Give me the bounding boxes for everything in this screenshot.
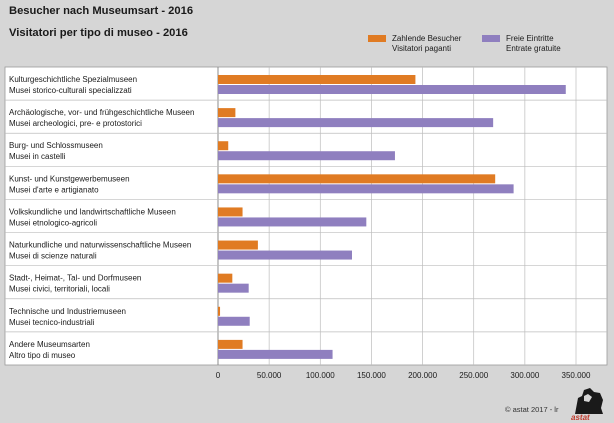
astat-logo-icon — [575, 388, 603, 414]
legend-swatch-free — [482, 35, 500, 42]
category-label-german: Kunst- und Kunstgewerbemuseen — [9, 174, 130, 183]
plot-area — [4, 66, 608, 366]
bar-paid-visitors — [218, 75, 416, 84]
legend-label: Entrate gratuite — [506, 44, 561, 53]
x-tick-label: 300.000 — [510, 371, 539, 380]
category-label-italian: Musei di scienze naturali — [9, 252, 97, 261]
x-tick-label: 150.000 — [357, 371, 386, 380]
bar-free-entries — [218, 151, 395, 161]
bar-free-entries — [218, 316, 250, 326]
category-label-german: Naturkundliche und naturwissenschaftlich… — [9, 241, 191, 250]
x-tick-label: 0 — [216, 371, 221, 380]
bar-paid-visitors — [218, 108, 236, 118]
copyright-footer: © astat 2017 - lr — [505, 405, 559, 414]
x-tick-label: 50.000 — [257, 371, 282, 380]
category-label-italian: Musei storico-culturali specializzati — [9, 86, 132, 95]
bar-free-entries — [218, 118, 494, 128]
chart-title-italian: Visitatori per tipo di museo - 2016 — [9, 27, 188, 39]
bar-paid-visitors — [218, 339, 243, 349]
category-label-italian: Musei civici, territoriali, locali — [9, 285, 110, 294]
bar-paid-visitors — [218, 273, 233, 283]
logo-text: astat — [571, 413, 590, 422]
bar-free-entries — [218, 217, 367, 227]
bar-free-entries — [218, 85, 566, 94]
x-axis-ticks: 0 50.000 100.000 150.000 200.000 250.000 300.0… — [216, 371, 591, 380]
category-label-german: Technische und Industriemuseen — [9, 307, 126, 316]
x-tick-label: 100.000 — [306, 371, 335, 380]
bar-free-entries — [218, 283, 249, 293]
category-labels: Kulturgeschichtliche Spezialmuseen Musei … — [9, 75, 194, 360]
category-label-italian: Musei etnologico-agricoli — [9, 218, 97, 227]
legend-label: Visitatori paganti — [392, 44, 451, 53]
chart-title-german: Besucher nach Museumsart - 2016 — [9, 5, 194, 17]
bars — [218, 75, 566, 359]
bar-free-entries — [218, 349, 333, 359]
x-tick-label: 200.000 — [408, 371, 437, 380]
category-label-italian: Musei in castelli — [9, 152, 66, 161]
bar-free-entries — [218, 184, 514, 194]
bar-paid-visitors — [218, 306, 221, 316]
category-label-german: Archäologische, vor- und frühgeschichtli… — [9, 108, 194, 117]
bar-paid-visitors — [218, 240, 258, 250]
legend-label: Freie Eintritte — [506, 34, 554, 43]
category-label-italian: Musei tecnico-industriali — [9, 318, 95, 327]
category-label-german: Andere Museumsarten — [9, 340, 90, 349]
category-label-italian: Altro tipo di museo — [9, 351, 76, 360]
category-label-german: Volkskundliche und landwirtschaftliche M… — [9, 207, 176, 216]
legend-swatch-paid — [368, 35, 386, 42]
legend-label: Zahlende Besucher — [392, 34, 462, 43]
category-label-german: Stadt-, Heimat-, Tal- und Dorfmuseen — [9, 274, 141, 283]
x-tick-label: 250.000 — [459, 371, 488, 380]
x-tick-label: 350.000 — [562, 371, 591, 380]
category-label-italian: Musei d'arte e artigianato — [9, 185, 99, 194]
category-label-german: Kulturgeschichtliche Spezialmuseen — [9, 75, 137, 84]
bar-paid-visitors — [218, 207, 243, 217]
bar-free-entries — [218, 250, 352, 260]
category-label-german: Burg- und Schlossmuseen — [9, 141, 103, 150]
category-label-italian: Musei archeologici, pre- e protostorici — [9, 119, 142, 128]
category-separators — [5, 99, 607, 333]
bar-paid-visitors — [218, 141, 229, 151]
bar-paid-visitors — [218, 174, 496, 184]
